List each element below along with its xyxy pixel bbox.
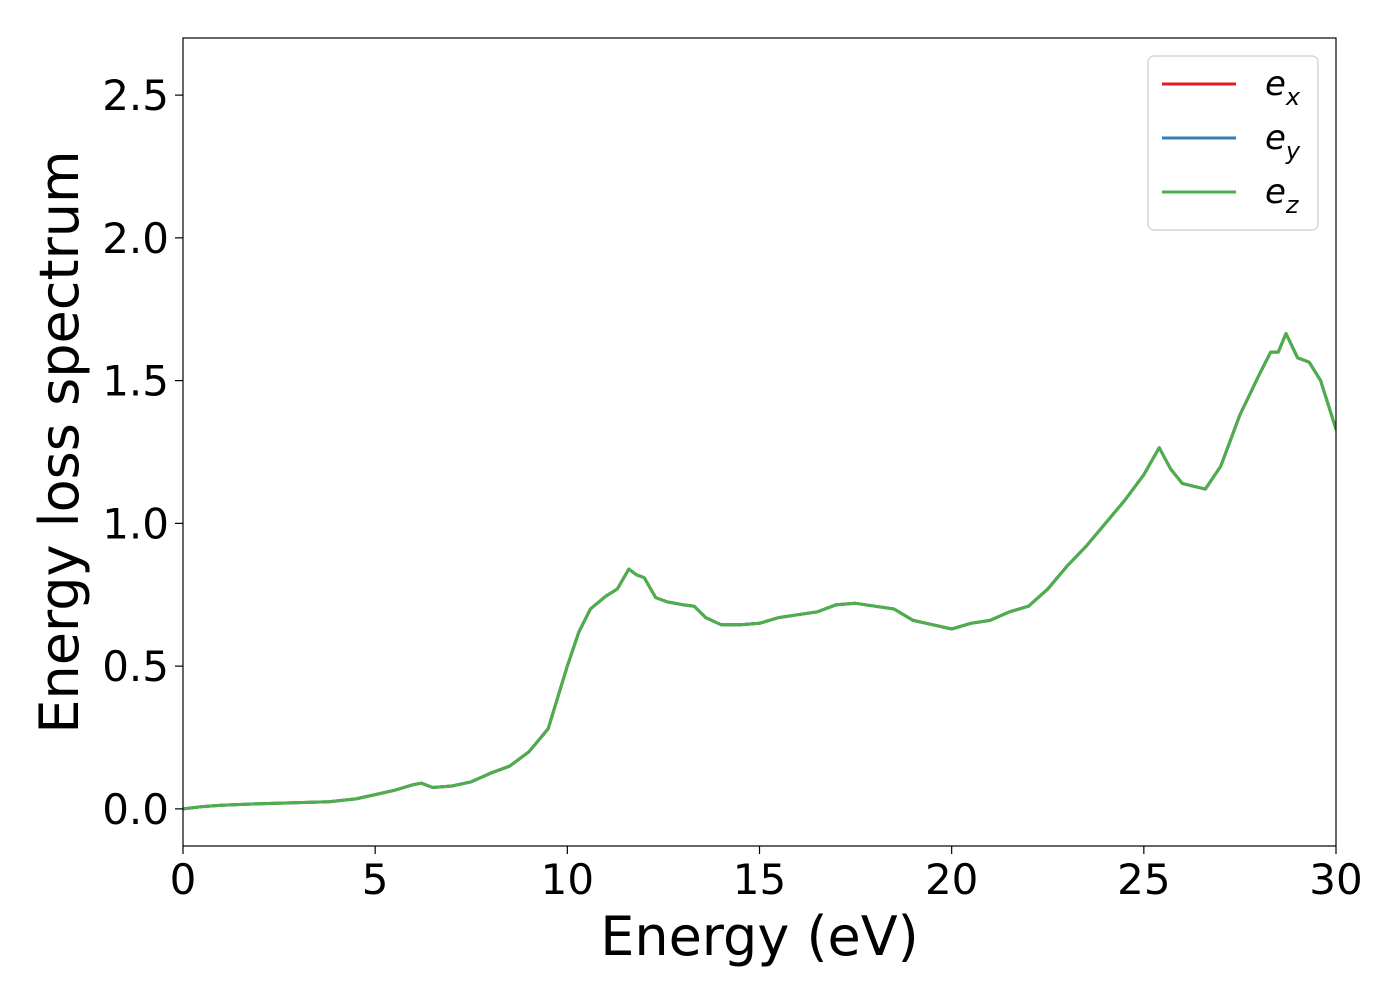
series-line-e-z [183, 334, 1336, 809]
x-tick-label: 25 [1117, 855, 1170, 904]
series-line-e-y [183, 334, 1336, 809]
x-axis: 0 5 10 15 20 25 30 [170, 846, 1363, 904]
series-layer [183, 334, 1336, 809]
x-tick-label: 10 [541, 855, 594, 904]
x-tick-label: 30 [1309, 855, 1362, 904]
x-tick-label: 5 [362, 855, 389, 904]
y-tick-label: 1.0 [102, 499, 169, 548]
y-tick-label: 0.5 [102, 642, 169, 691]
x-tick-label: 20 [925, 855, 978, 904]
y-axis-title: Energy loss spectrum [28, 150, 91, 733]
x-tick-label: 0 [170, 855, 197, 904]
y-tick-label: 2.5 [102, 71, 169, 120]
series-line-e-x [183, 334, 1336, 809]
x-tick-label: 15 [733, 855, 786, 904]
y-tick-label: 2.0 [102, 214, 169, 263]
y-tick-label: 0.0 [102, 785, 169, 834]
x-axis-title: Energy (eV) [600, 905, 919, 968]
y-tick-label: 1.5 [102, 357, 169, 406]
y-axis: 0.0 0.5 1.0 1.5 2.0 2.5 [102, 71, 183, 834]
